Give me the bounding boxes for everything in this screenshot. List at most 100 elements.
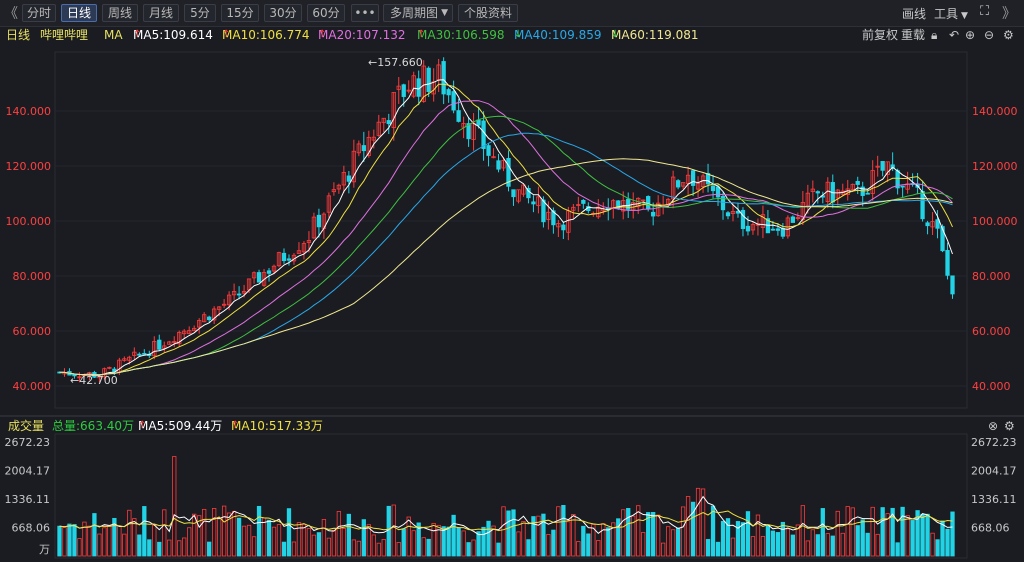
candle-body (251, 272, 257, 279)
volume-bar (631, 515, 636, 557)
settings-gear-icon[interactable]: ⚙ (1003, 28, 1014, 42)
candle-body (566, 210, 571, 233)
volume-bar (810, 529, 815, 557)
volume-bar (77, 538, 82, 557)
price-annotations: ←157.660 ←42.700 (70, 56, 423, 387)
volume-bar (815, 534, 820, 557)
volume-bar (406, 516, 411, 557)
tab-period-60min[interactable]: 60分 (307, 4, 345, 22)
volume-bar (456, 527, 461, 557)
tab-period-30min[interactable]: 30分 (264, 4, 302, 22)
tab-period-weekly[interactable]: 周线 (102, 4, 138, 22)
volume-tick-label: 万 (39, 543, 50, 556)
volume-bar (92, 513, 97, 557)
volume-bar (451, 514, 456, 557)
tab-period-5min[interactable]: 5分 (184, 4, 216, 22)
volume-bar (526, 539, 531, 557)
zoom-out-icon[interactable]: ⊖ (984, 28, 995, 42)
volume-bar (905, 515, 910, 557)
ma-indicator-label[interactable]: MA (104, 28, 123, 42)
volume-bar (750, 536, 756, 557)
period-toolbar: 《 分时 日线 周线 月线 5分 15分 30分 60分 ••• 多周期图 ▼ 个… (0, 0, 1024, 27)
chevron-down-icon: ▼ (961, 11, 968, 21)
volume-bar (112, 517, 117, 557)
draw-line-button[interactable]: 画线 (902, 7, 927, 21)
candle-body (311, 216, 317, 239)
candle-body (147, 353, 152, 356)
tab-period-daily[interactable]: 日线 (61, 4, 97, 22)
candle-body (641, 199, 646, 202)
candle-body (895, 170, 900, 189)
more-periods-button[interactable]: ••• (351, 4, 379, 22)
candle-body (815, 191, 820, 194)
candle-body (212, 308, 217, 321)
candle-body (850, 183, 855, 190)
price-tick-label: 140.000 (972, 105, 1018, 118)
candle-body (436, 64, 441, 81)
candle-body (596, 206, 601, 218)
tools-dropdown[interactable]: 工具 ▼ (934, 5, 968, 22)
reload-button[interactable]: 重载 (901, 28, 926, 42)
candle-body (915, 183, 920, 188)
volume-bar (556, 506, 561, 557)
candle-body (326, 195, 332, 213)
high-price-annotation: ←157.660 (368, 56, 423, 69)
chevron-down-icon: ▼ (441, 8, 448, 18)
volume-bar (256, 505, 262, 557)
tab-period-monthly[interactable]: 月线 (143, 4, 179, 22)
volume-bar (775, 532, 781, 557)
tab-period-15min[interactable]: 15分 (221, 4, 259, 22)
candle-body (551, 210, 556, 226)
volume-bar (690, 501, 696, 557)
candle-body (491, 156, 496, 159)
volume-settings-icon[interactable]: ⚙ (1004, 419, 1015, 433)
volume-bar (511, 509, 516, 557)
volume-bar (321, 519, 327, 557)
candle-body (187, 330, 192, 335)
volume-bar (695, 487, 701, 557)
candle-body (785, 217, 791, 237)
volume-bar (102, 527, 107, 557)
ma30-line (59, 115, 953, 376)
nav-prev-icon[interactable]: 《 (4, 6, 18, 22)
lock-icon[interactable]: 🔒︎ (931, 28, 938, 42)
ma10-line (59, 83, 953, 376)
adjust-button[interactable]: 前复权 (862, 28, 899, 42)
volume-bar (850, 507, 855, 557)
volume-bar (720, 520, 726, 557)
candle-body (321, 213, 327, 229)
volume-bar (87, 525, 92, 557)
tab-period-minute[interactable]: 分时 (22, 4, 56, 22)
candle-body (765, 218, 771, 234)
volume-bar (127, 509, 132, 557)
undo-icon[interactable]: ↶ (949, 28, 960, 42)
volume-bar (740, 522, 746, 557)
volume-bar (496, 542, 501, 557)
volume-bar (231, 510, 237, 557)
multi-period-dropdown[interactable]: 多周期图 ▼ (383, 4, 453, 22)
zoom-in-icon[interactable]: ⊕ (965, 28, 976, 42)
candle-body (865, 192, 870, 195)
volume-bar (566, 521, 571, 557)
fullscreen-icon[interactable]: ⛶ (980, 4, 990, 19)
candle-body (336, 184, 342, 190)
volume-bar (536, 515, 541, 557)
volume-bar (197, 515, 202, 557)
stock-info-button[interactable]: 个股资料 (458, 4, 518, 22)
close-volume-icon[interactable]: ⊗ (988, 419, 999, 433)
volume-bar (930, 532, 935, 557)
volume-bar (735, 521, 741, 557)
volume-bar (286, 508, 292, 557)
candle-body (705, 173, 711, 185)
ma40-line (59, 132, 953, 376)
candle-body (216, 306, 222, 310)
volume-bar (795, 524, 800, 557)
candle-body (202, 314, 207, 323)
nav-next-icon[interactable]: 》 (1002, 6, 1016, 22)
candle-body (167, 341, 172, 345)
volume-bar (281, 541, 287, 557)
volume-bar (341, 528, 347, 557)
price-tick-label: 120.000 (6, 160, 52, 173)
volume-bar (596, 540, 601, 557)
candle-body (820, 195, 825, 198)
